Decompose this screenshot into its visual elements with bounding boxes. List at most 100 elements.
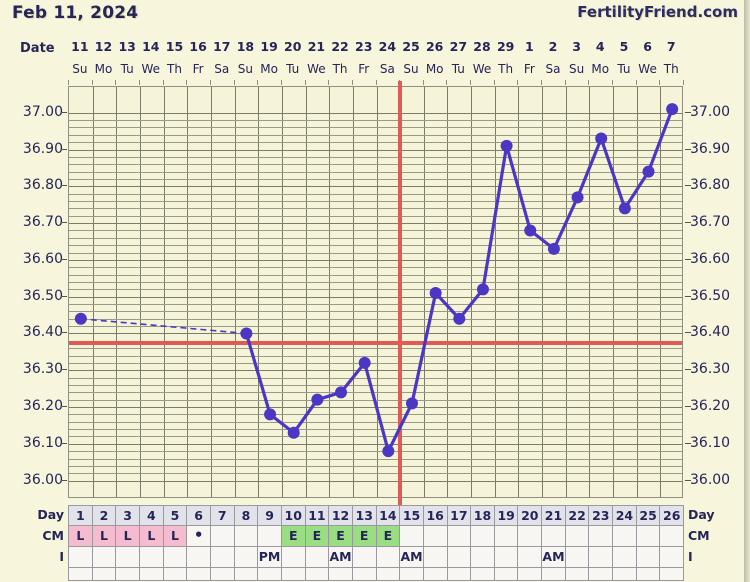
cycle-day-cell-23[interactable]: 23	[589, 505, 614, 526]
intercourse-cell-21[interactable]: AM	[542, 547, 566, 568]
cm-cell-23[interactable]	[589, 526, 614, 547]
intercourse-row[interactable]: PM AM AM AM	[68, 547, 685, 568]
intercourse-cell-7[interactable]	[210, 547, 235, 568]
intercourse-cell-20[interactable]	[518, 547, 543, 568]
cm-cell-12[interactable]: E	[329, 526, 353, 547]
cm-cell-22[interactable]	[565, 526, 590, 547]
notes-row[interactable]	[68, 568, 685, 581]
temp-point-day-10[interactable]: 36.13°C	[287, 426, 300, 439]
intercourse-cell-6[interactable]	[187, 547, 211, 568]
cycle-day-cell-18[interactable]: 18	[471, 505, 495, 526]
intercourse-cell-22[interactable]	[565, 547, 590, 568]
cm-cell-5[interactable]: L	[163, 526, 188, 547]
cm-cell-16[interactable]	[423, 526, 448, 547]
temp-point-day-11[interactable]: 36.22°C	[311, 393, 324, 406]
cm-cell-18[interactable]	[471, 526, 495, 547]
notes-cell-25[interactable]	[636, 568, 661, 581]
notes-cell-11[interactable]	[305, 568, 330, 581]
notes-cell-7[interactable]	[210, 568, 235, 581]
temp-point-day-13[interactable]: 36.32°C	[358, 356, 371, 369]
temp-point-day-25[interactable]: 36.84°C	[642, 165, 655, 178]
notes-cell-26[interactable]	[660, 568, 685, 581]
temp-point-day-19[interactable]: 36.91°C	[500, 139, 513, 152]
intercourse-cell-19[interactable]	[494, 547, 519, 568]
cm-cell-3[interactable]: L	[116, 526, 140, 547]
intercourse-cell-4[interactable]	[139, 547, 164, 568]
notes-cell-3[interactable]	[116, 568, 140, 581]
cycle-day-cell-3[interactable]: 3	[116, 505, 140, 526]
cycle-day-cell-22[interactable]: 22	[565, 505, 590, 526]
cm-cell-14[interactable]: E	[376, 526, 401, 547]
cervical-mucus-row[interactable]: L L L L L • E E E E E	[68, 526, 685, 547]
cm-cell-15[interactable]	[400, 526, 424, 547]
intercourse-cell-25[interactable]	[636, 547, 661, 568]
intercourse-cell-18[interactable]	[471, 547, 495, 568]
cycle-day-cell-5[interactable]: 5	[163, 505, 188, 526]
cm-cell-4[interactable]: L	[139, 526, 164, 547]
cycle-day-cell-24[interactable]: 24	[613, 505, 637, 526]
intercourse-cell-24[interactable]	[613, 547, 637, 568]
notes-cell-9[interactable]	[258, 568, 282, 581]
temp-point-day-23[interactable]: 36.93°C	[595, 132, 608, 145]
cycle-day-cell-20[interactable]: 20	[518, 505, 543, 526]
cm-cell-1[interactable]: L	[68, 526, 93, 547]
temp-point-day-14[interactable]: 36.08°C	[382, 445, 395, 458]
temp-point-day-18[interactable]: 36.52°C	[476, 283, 489, 296]
cycle-day-cell-13[interactable]: 13	[352, 505, 377, 526]
notes-cell-14[interactable]	[376, 568, 401, 581]
cycle-day-cell-9[interactable]: 9	[258, 505, 282, 526]
intercourse-cell-3[interactable]	[116, 547, 140, 568]
temp-point-day-21[interactable]: 36.63°C	[547, 242, 560, 255]
intercourse-cell-17[interactable]	[447, 547, 472, 568]
notes-cell-15[interactable]	[400, 568, 424, 581]
cm-cell-7[interactable]	[210, 526, 235, 547]
cycle-day-cell-6[interactable]: 6	[187, 505, 211, 526]
cm-cell-13[interactable]: E	[352, 526, 377, 547]
intercourse-cell-5[interactable]	[163, 547, 188, 568]
notes-cell-22[interactable]	[565, 568, 590, 581]
temp-point-day-1[interactable]: 36.44°C	[74, 312, 87, 325]
temp-point-day-22[interactable]: 36.77°C	[571, 191, 584, 204]
intercourse-cell-8[interactable]	[234, 547, 259, 568]
cycle-day-cell-4[interactable]: 4	[139, 505, 164, 526]
cycle-day-cell-17[interactable]: 17	[447, 505, 472, 526]
temp-point-day-12[interactable]: 36.24°C	[335, 386, 348, 399]
notes-cell-10[interactable]	[281, 568, 306, 581]
cm-cell-8[interactable]	[234, 526, 259, 547]
cm-cell-17[interactable]	[447, 526, 472, 547]
notes-cell-19[interactable]	[494, 568, 519, 581]
notes-cell-13[interactable]	[352, 568, 377, 581]
intercourse-cell-13[interactable]	[352, 547, 377, 568]
notes-cell-12[interactable]	[329, 568, 353, 581]
cm-cell-10[interactable]: E	[281, 526, 306, 547]
intercourse-cell-1[interactable]	[68, 547, 93, 568]
cm-cell-26[interactable]	[660, 526, 685, 547]
cycle-day-cell-10[interactable]: 10	[281, 505, 306, 526]
notes-cell-21[interactable]	[542, 568, 566, 581]
cycle-day-cell-1[interactable]: 1	[68, 505, 93, 526]
intercourse-cell-12[interactable]: AM	[329, 547, 353, 568]
cm-cell-21[interactable]	[542, 526, 566, 547]
temp-point-day-26[interactable]: 37.01°C	[666, 103, 679, 116]
cycle-day-cell-8[interactable]: 8	[234, 505, 259, 526]
temp-point-day-16[interactable]: 36.51°C	[429, 287, 442, 299]
cycle-day-cell-7[interactable]: 7	[210, 505, 235, 526]
cm-cell-25[interactable]	[636, 526, 661, 547]
notes-cell-18[interactable]	[471, 568, 495, 581]
cm-cell-24[interactable]	[613, 526, 637, 547]
cm-cell-20[interactable]	[518, 526, 543, 547]
cycle-day-cell-15[interactable]: 15	[400, 505, 424, 526]
notes-cell-8[interactable]	[234, 568, 259, 581]
cycle-day-cell-2[interactable]: 2	[92, 505, 117, 526]
notes-cell-16[interactable]	[423, 568, 448, 581]
notes-cell-24[interactable]	[613, 568, 637, 581]
temp-point-day-9[interactable]: 36.18°C	[264, 408, 277, 421]
cycle-day-cell-11[interactable]: 11	[305, 505, 330, 526]
cycle-day-cell-14[interactable]: 14	[376, 505, 401, 526]
cycle-day-cell-21[interactable]: 21	[542, 505, 566, 526]
intercourse-cell-23[interactable]	[589, 547, 614, 568]
notes-cell-1[interactable]	[68, 568, 93, 581]
notes-cell-5[interactable]	[163, 568, 188, 581]
intercourse-cell-2[interactable]	[92, 547, 117, 568]
temp-point-day-8[interactable]: 36.40°C	[240, 327, 253, 340]
